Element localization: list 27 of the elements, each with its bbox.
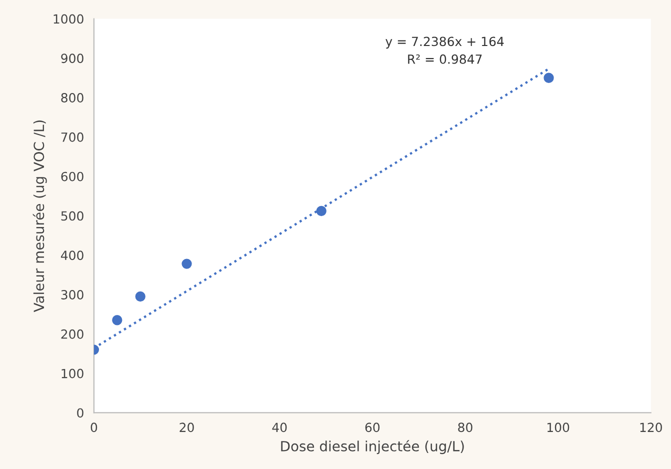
- point: [135, 291, 146, 302]
- x-tick-label: 100: [547, 422, 570, 432]
- y-tick-label: 300: [61, 290, 84, 300]
- point: [112, 315, 122, 326]
- y-tick-label: 200: [61, 329, 84, 339]
- y-tick-label: 0: [77, 408, 84, 418]
- y-tick-label: 900: [61, 54, 84, 64]
- y-tick-label: 1000: [54, 14, 84, 24]
- annotation: y = 7.2386x + 164: [386, 36, 504, 49]
- y-tick-label: 800: [61, 93, 84, 102]
- x-tick-label: 60: [365, 422, 380, 432]
- x-tick-label: 20: [180, 422, 194, 432]
- annotation: R² = 0.9847: [408, 54, 482, 64]
- y-axis-title: Valeur mesurée (ug VOC /L): [32, 120, 47, 312]
- x-tick-label: 120: [640, 422, 662, 432]
- y-tick-label: 500: [61, 211, 84, 221]
- x-axis-title: Dose diesel injectée (ug/L): [281, 440, 464, 454]
- x-tick-label: 0: [90, 422, 98, 432]
- point: [544, 72, 554, 83]
- y-tick-label: 100: [62, 368, 84, 378]
- point: [316, 206, 326, 216]
- x-tick-label: 40: [272, 422, 287, 432]
- x-tick-label: 80: [458, 422, 472, 432]
- y-tick-label: 700: [61, 132, 84, 142]
- y-tick-label: 400: [60, 250, 84, 260]
- point: [182, 258, 192, 269]
- y-tick-label: 600: [61, 172, 84, 182]
